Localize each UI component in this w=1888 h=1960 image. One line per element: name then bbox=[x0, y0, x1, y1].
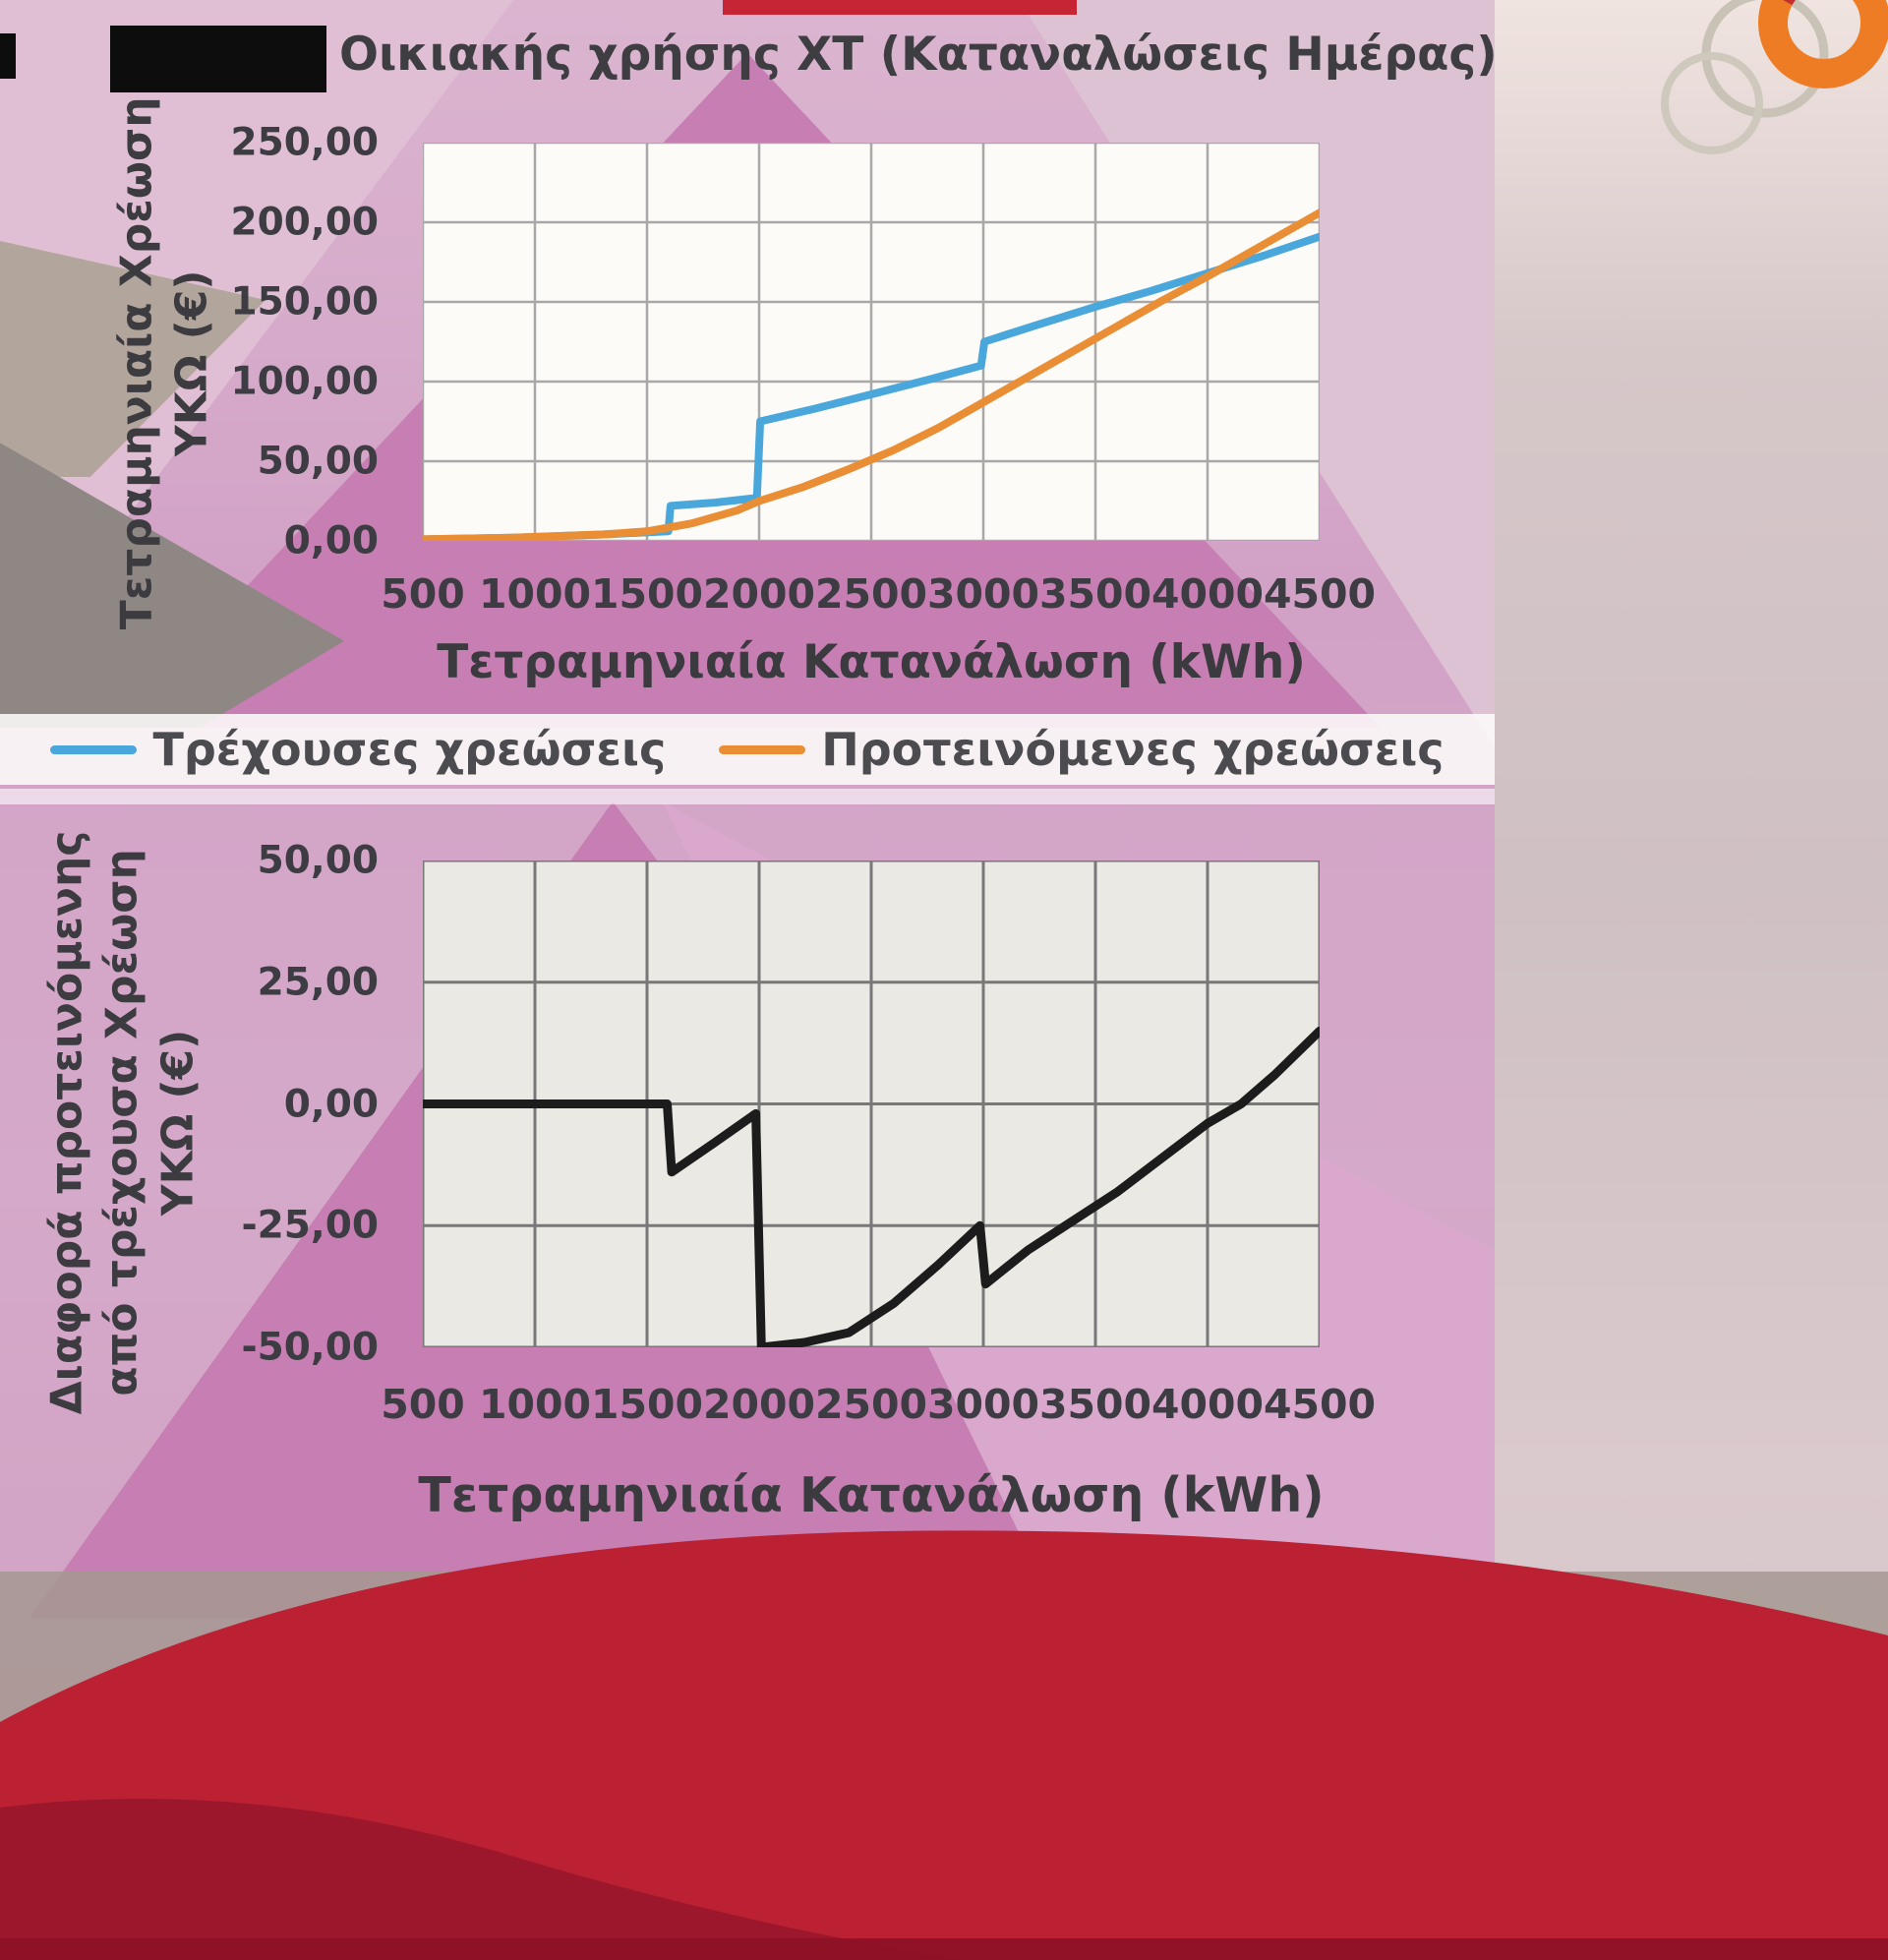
red-footer-band bbox=[0, 1530, 1888, 1960]
chart-legend: Τρέχουσες χρεώσεις Προτεινόμενες χρεώσεις bbox=[50, 723, 1445, 776]
blacked-out-label-icon bbox=[110, 26, 326, 92]
concentric-rings-logo-icon bbox=[1661, 0, 1888, 154]
legend-band: Τρέχουσες χρεώσεις Προτεινόμενες χρεώσεις bbox=[0, 714, 1495, 785]
blacked-out-edge-icon bbox=[0, 33, 16, 79]
section-divider bbox=[0, 789, 1495, 804]
bg-red-sliver-top bbox=[723, 0, 1077, 15]
legend-line-swatch bbox=[50, 744, 138, 754]
legend-item: Τρέχουσες χρεώσεις bbox=[50, 723, 666, 776]
legend-item-label: Προτεινόμενες χρεώσεις bbox=[821, 723, 1445, 776]
legend-line-swatch bbox=[719, 744, 806, 754]
legend-item-label: Τρέχουσες χρεώσεις bbox=[152, 723, 667, 776]
legend-item: Προτεινόμενες χρεώσεις bbox=[719, 723, 1445, 776]
